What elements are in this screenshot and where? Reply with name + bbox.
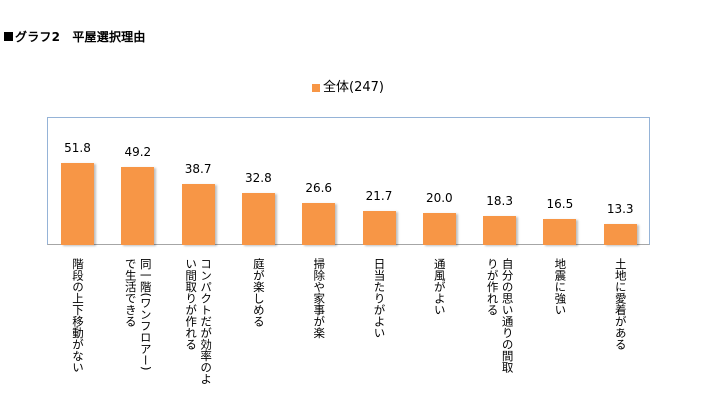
data-label: 38.7 <box>184 161 212 176</box>
data-label: 21.7 <box>365 188 393 203</box>
data-label: 16.5 <box>546 196 574 211</box>
category-label: コンパクトだが効率のよ い間取りが作れる <box>184 258 214 385</box>
category-label: 階段の上下移動がない <box>71 258 85 373</box>
category-label: 掃除や家事が楽 <box>312 258 327 339</box>
bar <box>241 193 275 245</box>
category-label: 自分の思い通りの間取 りが作れる <box>485 258 515 373</box>
bar <box>362 210 396 245</box>
category-label: 土地に愛着がある <box>613 258 628 350</box>
data-label: 49.2 <box>124 145 152 160</box>
bar <box>543 218 577 245</box>
data-label: 26.6 <box>305 180 333 195</box>
data-label: 13.3 <box>606 201 634 216</box>
square-bullet-icon <box>4 32 13 41</box>
bar <box>121 167 155 245</box>
category-label: 同一階(ワンフロアー) で生活できる <box>123 258 153 371</box>
data-label: 20.0 <box>425 191 453 206</box>
chart-title-text: グラフ2 平屋選択理由 <box>15 30 146 44</box>
bar <box>603 223 637 245</box>
legend-label: 全体(247) <box>323 80 384 95</box>
bar <box>61 163 94 245</box>
data-label: 32.8 <box>245 171 272 186</box>
plot-area <box>47 117 650 245</box>
category-label: 地震に強い <box>553 258 568 316</box>
data-label: 51.8 <box>64 141 91 156</box>
category-label: 通風がよい <box>432 258 447 316</box>
chart-title: グラフ2 平屋選択理由 <box>4 28 146 45</box>
data-label: 18.3 <box>486 194 513 209</box>
bar <box>181 183 215 245</box>
category-label: 日当たりがよい <box>372 258 387 339</box>
bar <box>422 213 456 245</box>
legend: 全体(247) <box>312 76 384 95</box>
legend-swatch-icon <box>312 84 320 92</box>
bar <box>483 216 517 245</box>
bar <box>302 202 336 245</box>
category-label: 庭が楽しめる <box>251 258 266 327</box>
